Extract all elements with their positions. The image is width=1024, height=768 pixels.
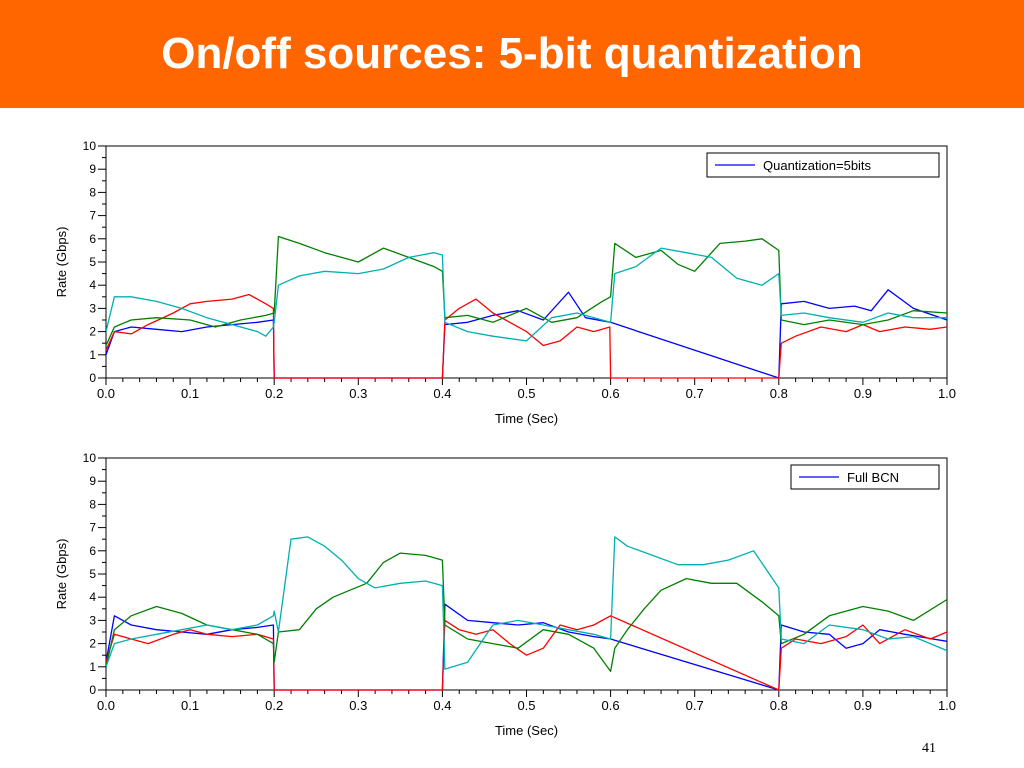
x-tick-label: 0.8 — [770, 386, 788, 401]
x-tick-label: 0.9 — [854, 386, 872, 401]
x-tick-label: 0.6 — [602, 386, 620, 401]
x-tick-label: 0.0 — [97, 386, 115, 401]
y-tick-label: 5 — [89, 255, 96, 269]
series-line-4 — [106, 536, 947, 670]
x-tick-label: 0.5 — [517, 698, 535, 713]
legend-label: Quantization=5bits — [763, 158, 872, 173]
y-axis-label: Rate (Gbps) — [54, 539, 69, 610]
x-tick-label: 0.5 — [517, 386, 535, 401]
bottom-chart: 0 1 2 3 4 5 6 7 8 9 10 0.0 0.1 0.2 0.3 0.4 0.5 0.6 0.7 0.8 0… — [54, 451, 956, 738]
x-tick-label: 0.3 — [349, 386, 367, 401]
slide-number: 41 — [922, 741, 936, 756]
y-tick-label: 6 — [89, 544, 96, 558]
y-tick-label: 4 — [89, 278, 96, 292]
series-group — [106, 536, 947, 691]
slide-title: On/off sources: 5-bit quantization — [161, 29, 863, 78]
x-tick-label: 1.0 — [938, 386, 956, 401]
top-chart: 0 1 2 3 4 5 6 7 8 9 10 0.0 0.1 0.2 0.3 0.4 0.5 0.6 0.7 0.8 0… — [54, 139, 956, 426]
plot-frame — [105, 457, 948, 691]
y-tick-label: 6 — [89, 232, 96, 246]
series-line-1 — [106, 289, 947, 379]
x-axis-label: Time (Sec) — [495, 411, 558, 426]
y-tick-label: 8 — [89, 185, 96, 199]
x-tick-label: 0.1 — [181, 386, 199, 401]
x-tick-label: 0.7 — [686, 386, 704, 401]
series-line-4 — [106, 247, 947, 342]
y-tick-label: 1 — [89, 348, 96, 362]
x-tick-label: 0.1 — [181, 698, 199, 713]
x-tick-label: 0.6 — [602, 698, 620, 713]
y-tick-label: 9 — [89, 474, 96, 488]
y-tick-label: 1 — [89, 660, 96, 674]
y-tick-label: 7 — [89, 521, 96, 535]
y-tick-label: 2 — [89, 637, 96, 651]
y-tick-label: 4 — [89, 590, 96, 604]
x-tick-label: 0.2 — [265, 698, 283, 713]
y-tick-label: 10 — [83, 451, 97, 465]
x-tick-label: 0.0 — [97, 698, 115, 713]
x-tick-label: 0.8 — [770, 698, 788, 713]
y-tick-label: 8 — [89, 497, 96, 511]
series-line-3 — [106, 552, 947, 673]
x-tick-label: 0.4 — [433, 386, 451, 401]
y-tick-label: 9 — [89, 162, 96, 176]
series-line-2 — [106, 293, 947, 379]
x-tick-label: 0.7 — [686, 698, 704, 713]
y-tick-label: 0 — [89, 683, 96, 697]
y-tick-label: 3 — [89, 301, 96, 315]
series-line-1 — [106, 603, 947, 691]
x-tick-label: 1.0 — [938, 698, 956, 713]
x-tick-label: 0.9 — [854, 698, 872, 713]
y-tick-label: 10 — [83, 139, 97, 153]
title-banner — [0, 0, 1024, 108]
y-tick-label: 3 — [89, 613, 96, 627]
series-line-2 — [106, 615, 947, 691]
x-tick-label: 0.3 — [349, 698, 367, 713]
x-tick-label: 0.4 — [433, 698, 451, 713]
y-tick-label: 5 — [89, 567, 96, 581]
x-tick-label: 0.2 — [265, 386, 283, 401]
y-tick-label: 0 — [89, 371, 96, 385]
x-axis-label: Time (Sec) — [495, 723, 558, 738]
plot-frame — [105, 145, 948, 379]
y-axis-label: Rate (Gbps) — [54, 227, 69, 298]
legend-label: Full BCN — [847, 470, 899, 485]
y-tick-label: 7 — [89, 209, 96, 223]
series-line-3 — [106, 235, 947, 346]
y-tick-label: 2 — [89, 325, 96, 339]
series-group — [106, 235, 947, 379]
